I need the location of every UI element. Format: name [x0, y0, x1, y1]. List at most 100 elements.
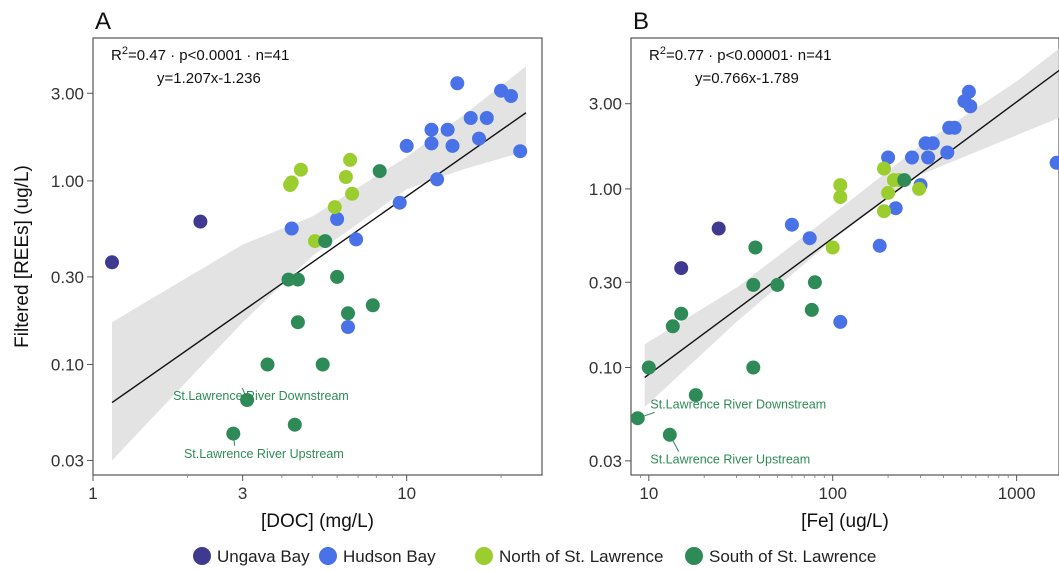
point-south-of-st-lawrence: [770, 277, 785, 292]
point-hudson-bay: [463, 111, 478, 125]
point-north-of-st-lawrence: [825, 240, 840, 255]
x-axis-label: [DOC] (mg/L): [261, 511, 374, 532]
point-hudson-bay: [905, 150, 919, 165]
x-tick-label: 10: [397, 484, 416, 503]
legend-item-north-of-st-lawrence: North of St. Lawrence: [475, 547, 663, 566]
point-south-of-st-lawrence: [341, 306, 355, 321]
y-tick-label: 0.03: [589, 452, 622, 471]
point-south-of-st-lawrence: [674, 306, 689, 321]
point-south-of-st-lawrence: [226, 426, 241, 441]
legend-item-ungava-bay: Ungava Bay: [193, 547, 310, 566]
panel-label: A: [95, 8, 111, 35]
point-north-of-st-lawrence: [833, 178, 848, 193]
y-axis-label: Filtered [REEs] (ug/L): [12, 165, 33, 348]
point-hudson-bay: [341, 320, 355, 334]
point-south-of-st-lawrence: [260, 357, 275, 372]
point-south-of-st-lawrence: [897, 173, 912, 188]
point-hudson-bay: [925, 136, 940, 151]
point-south-of-st-lawrence: [315, 357, 330, 372]
point-south-of-st-lawrence: [318, 234, 333, 249]
point-south-of-st-lawrence: [290, 315, 305, 330]
point-north-of-st-lawrence: [293, 162, 308, 177]
legend-marker: [475, 547, 493, 565]
x-tick-label: 10: [639, 484, 658, 503]
legend-label: South of St. Lawrence: [709, 547, 876, 566]
point-south-of-st-lawrence: [746, 360, 761, 375]
point-south-of-st-lawrence: [748, 240, 763, 255]
annotation-label: St.Lawrence River Upstream: [184, 447, 344, 461]
legend-marker: [685, 547, 703, 565]
y-tick-label: 3.00: [589, 95, 622, 114]
y-tick-label: 0.10: [589, 358, 622, 377]
annotation-label: St.Lawrence River Downstream: [173, 389, 349, 403]
point-south-of-st-lawrence: [372, 164, 387, 179]
point-north-of-st-lawrence: [327, 200, 342, 215]
panel-b: St.Lawrence River Downstream St.Lawrence …: [589, 8, 1059, 532]
point-south-of-st-lawrence: [290, 272, 305, 287]
y-tick-label: 0.30: [51, 268, 84, 287]
point-hudson-bay: [472, 131, 486, 146]
legend-marker: [193, 547, 211, 565]
stats-text: R2=0.77 · p<0.00001· n=41: [649, 45, 832, 64]
point-hudson-bay: [479, 111, 494, 125]
regression-line: [644, 69, 1059, 378]
point-north-of-st-lawrence: [343, 152, 358, 167]
point-south-of-st-lawrence: [688, 388, 703, 403]
point-hudson-bay: [330, 212, 345, 226]
equation-text: y=0.766x-1.789: [695, 70, 799, 87]
point-hudson-bay: [963, 99, 978, 114]
point-ungava-bay: [193, 214, 208, 229]
point-hudson-bay: [349, 232, 364, 247]
y-tick-label: 0.30: [589, 273, 622, 292]
x-tick-label: 3: [238, 484, 247, 503]
point-ungava-bay: [674, 261, 689, 276]
y-tick-label: 1.00: [589, 180, 622, 199]
plot-frame: [92, 37, 543, 476]
y-tick-label: 3.00: [51, 84, 84, 103]
point-hudson-bay: [284, 221, 299, 236]
point-north-of-st-lawrence: [308, 234, 322, 249]
point-hudson-bay: [392, 195, 407, 210]
point-ungava-bay: [105, 255, 119, 270]
point-hudson-bay: [399, 138, 414, 153]
legend-item-hudson-bay: Hudson Bay: [319, 547, 436, 566]
point-north-of-st-lawrence: [345, 186, 360, 201]
point-south-of-st-lawrence: [365, 298, 380, 313]
plot-area: [631, 48, 1059, 452]
regression-line: [111, 112, 527, 404]
point-hudson-bay: [445, 138, 460, 153]
stats-text: R2=0.47 · p<0.0001 · n=41: [111, 45, 289, 64]
y-tick-label: 1.00: [51, 172, 84, 191]
point-south-of-st-lawrence: [641, 360, 656, 375]
y-tick-label: 0.10: [51, 355, 84, 374]
point-hudson-bay: [1049, 155, 1059, 170]
confidence-band: [112, 66, 526, 461]
point-hudson-bay: [440, 122, 455, 137]
point-ungava-bay: [711, 221, 726, 236]
point-south-of-st-lawrence: [665, 319, 680, 334]
x-tick-label: 1: [88, 484, 97, 503]
legend-item-south-of-st-lawrence: South of St. Lawrence: [685, 547, 876, 566]
x-tick-label: 1000: [998, 484, 1036, 503]
point-hudson-bay: [881, 150, 896, 165]
x-tick-label: 100: [819, 484, 847, 503]
point-hudson-bay: [424, 136, 439, 151]
y-tick-label: 0.03: [51, 451, 84, 470]
point-north-of-st-lawrence: [877, 161, 891, 176]
point-hudson-bay: [947, 120, 962, 135]
plot-area: [105, 66, 528, 461]
point-hudson-bay: [921, 150, 936, 165]
equation-text: y=1.207x-1.236: [157, 70, 261, 87]
legend-marker: [319, 547, 337, 565]
point-north-of-st-lawrence: [833, 190, 848, 205]
point-south-of-st-lawrence: [287, 417, 302, 432]
point-north-of-st-lawrence: [283, 178, 298, 192]
legend: Ungava Bay Hudson Bay North of St. Lawrenc…: [193, 547, 876, 566]
legend-label: Ungava Bay: [217, 547, 310, 566]
point-south-of-st-lawrence: [746, 277, 761, 292]
x-axis-label: [Fe] (ug/L): [801, 511, 889, 532]
point-south-of-st-lawrence: [240, 393, 255, 407]
point-hudson-bay: [888, 201, 903, 216]
point-hudson-bay: [504, 89, 518, 103]
